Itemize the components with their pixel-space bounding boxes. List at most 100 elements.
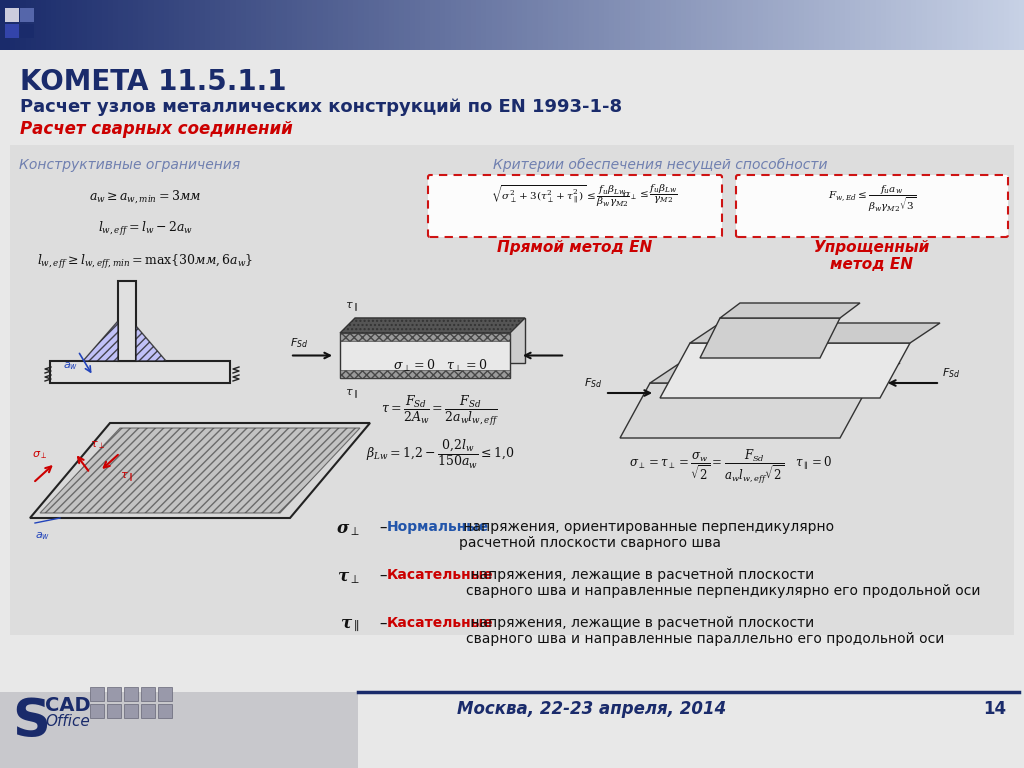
Bar — [1014, 0, 1020, 50]
Bar — [195, 0, 201, 50]
Bar — [742, 0, 749, 50]
Bar — [384, 0, 390, 50]
Bar — [302, 0, 308, 50]
Polygon shape — [340, 318, 525, 333]
Bar — [891, 0, 897, 50]
Bar — [102, 0, 109, 50]
Bar — [937, 0, 943, 50]
Bar — [645, 0, 651, 50]
Bar — [732, 0, 738, 50]
Bar — [548, 0, 554, 50]
Bar — [486, 0, 493, 50]
Bar — [870, 0, 877, 50]
FancyBboxPatch shape — [736, 175, 1008, 237]
Bar — [1004, 0, 1010, 50]
Bar — [90, 704, 104, 718]
Bar — [282, 0, 288, 50]
Polygon shape — [83, 321, 118, 361]
Text: $\boldsymbol{\tau}_{\perp}$: $\boldsymbol{\tau}_{\perp}$ — [337, 568, 360, 586]
Bar — [72, 0, 78, 50]
Bar — [10, 145, 1014, 635]
Bar — [968, 0, 974, 50]
Bar — [266, 0, 272, 50]
Text: $a_w$: $a_w$ — [35, 530, 50, 541]
Bar — [41, 0, 47, 50]
Bar — [113, 0, 119, 50]
Text: 14: 14 — [983, 700, 1006, 718]
Polygon shape — [650, 363, 900, 383]
Bar — [106, 687, 121, 701]
Bar — [0, 692, 358, 768]
Text: Конструктивные ограничения: Конструктивные ограничения — [19, 158, 241, 172]
Text: Нормальные: Нормальные — [387, 520, 489, 534]
Bar — [205, 0, 211, 50]
Text: $\boldsymbol{\sigma}_{\perp}$: $\boldsymbol{\sigma}_{\perp}$ — [336, 520, 360, 538]
Bar — [261, 0, 267, 50]
Bar — [737, 0, 743, 50]
Bar — [932, 0, 938, 50]
Bar — [410, 0, 416, 50]
Bar — [625, 0, 631, 50]
Bar — [82, 0, 88, 50]
Bar — [369, 0, 375, 50]
Text: $\sigma_{\perp} = \tau_{\perp} = \dfrac{\sigma_w}{\sqrt{2}} = \dfrac{F_{Sd}}{a_w: $\sigma_{\perp} = \tau_{\perp} = \dfrac{… — [629, 448, 831, 486]
Bar — [783, 0, 790, 50]
Bar — [538, 0, 544, 50]
Text: Москва, 22-23 апреля, 2014: Москва, 22-23 апреля, 2014 — [458, 700, 727, 718]
Bar — [840, 0, 846, 50]
Bar — [763, 0, 769, 50]
Bar — [215, 0, 221, 50]
Bar — [727, 0, 733, 50]
Bar — [666, 0, 672, 50]
Bar — [271, 0, 278, 50]
Bar — [154, 0, 160, 50]
Bar — [97, 0, 103, 50]
Bar — [773, 0, 779, 50]
Text: $l_{w,eff} = l_w - 2a_w$: $l_{w,eff} = l_w - 2a_w$ — [97, 220, 193, 238]
Bar — [655, 0, 662, 50]
Bar — [141, 687, 155, 701]
Text: $\sigma_\perp$: $\sigma_\perp$ — [32, 449, 47, 461]
Bar — [174, 0, 180, 50]
Bar — [389, 0, 395, 50]
Bar — [988, 0, 994, 50]
Bar — [973, 0, 979, 50]
Bar — [67, 0, 73, 50]
Polygon shape — [700, 318, 840, 358]
Bar — [256, 0, 262, 50]
Bar — [527, 0, 534, 50]
Bar — [50, 361, 230, 383]
Bar — [978, 0, 984, 50]
Bar — [640, 0, 646, 50]
Bar — [297, 0, 303, 50]
Bar — [753, 0, 759, 50]
Bar — [179, 0, 185, 50]
Text: –: – — [375, 616, 392, 631]
Bar — [158, 687, 172, 701]
Bar — [845, 0, 851, 50]
Text: Прямой метод EN: Прямой метод EN — [498, 240, 652, 255]
Bar — [507, 0, 513, 50]
Text: Расчет сварных соединений: Расчет сварных соединений — [20, 120, 293, 138]
Polygon shape — [30, 423, 370, 518]
Bar — [364, 0, 370, 50]
Bar — [794, 0, 800, 50]
Text: $\beta_{Lw} = 1{,}2 - \dfrac{0{,}2 l_w}{150 a_w} \leq 1{,}0$: $\beta_{Lw} = 1{,}2 - \dfrac{0{,}2 l_w}{… — [366, 438, 514, 471]
Text: напряжения, лежащие в расчетной плоскости
сварного шва и направленные перпендику: напряжения, лежащие в расчетной плоскост… — [466, 568, 981, 598]
Bar — [916, 0, 923, 50]
Bar — [5, 0, 11, 50]
Bar — [123, 0, 129, 50]
Text: $F_{Sd}$: $F_{Sd}$ — [290, 336, 308, 350]
Text: $\tau = \dfrac{F_{Sd}}{2A_w} = \dfrac{F_{Sd}}{2a_w l_{w,eff}}$: $\tau = \dfrac{F_{Sd}}{2A_w} = \dfrac{F_… — [381, 394, 499, 428]
Bar — [10, 190, 1014, 588]
Bar — [348, 0, 354, 50]
Bar — [758, 0, 764, 50]
Bar — [609, 0, 615, 50]
Bar — [814, 0, 820, 50]
Bar — [128, 0, 134, 50]
Text: $\tau_{\parallel}$: $\tau_{\parallel}$ — [345, 388, 358, 402]
Text: $F_{Sd}$: $F_{Sd}$ — [584, 376, 602, 390]
Bar — [886, 0, 892, 50]
Bar — [855, 0, 861, 50]
Bar — [466, 0, 472, 50]
